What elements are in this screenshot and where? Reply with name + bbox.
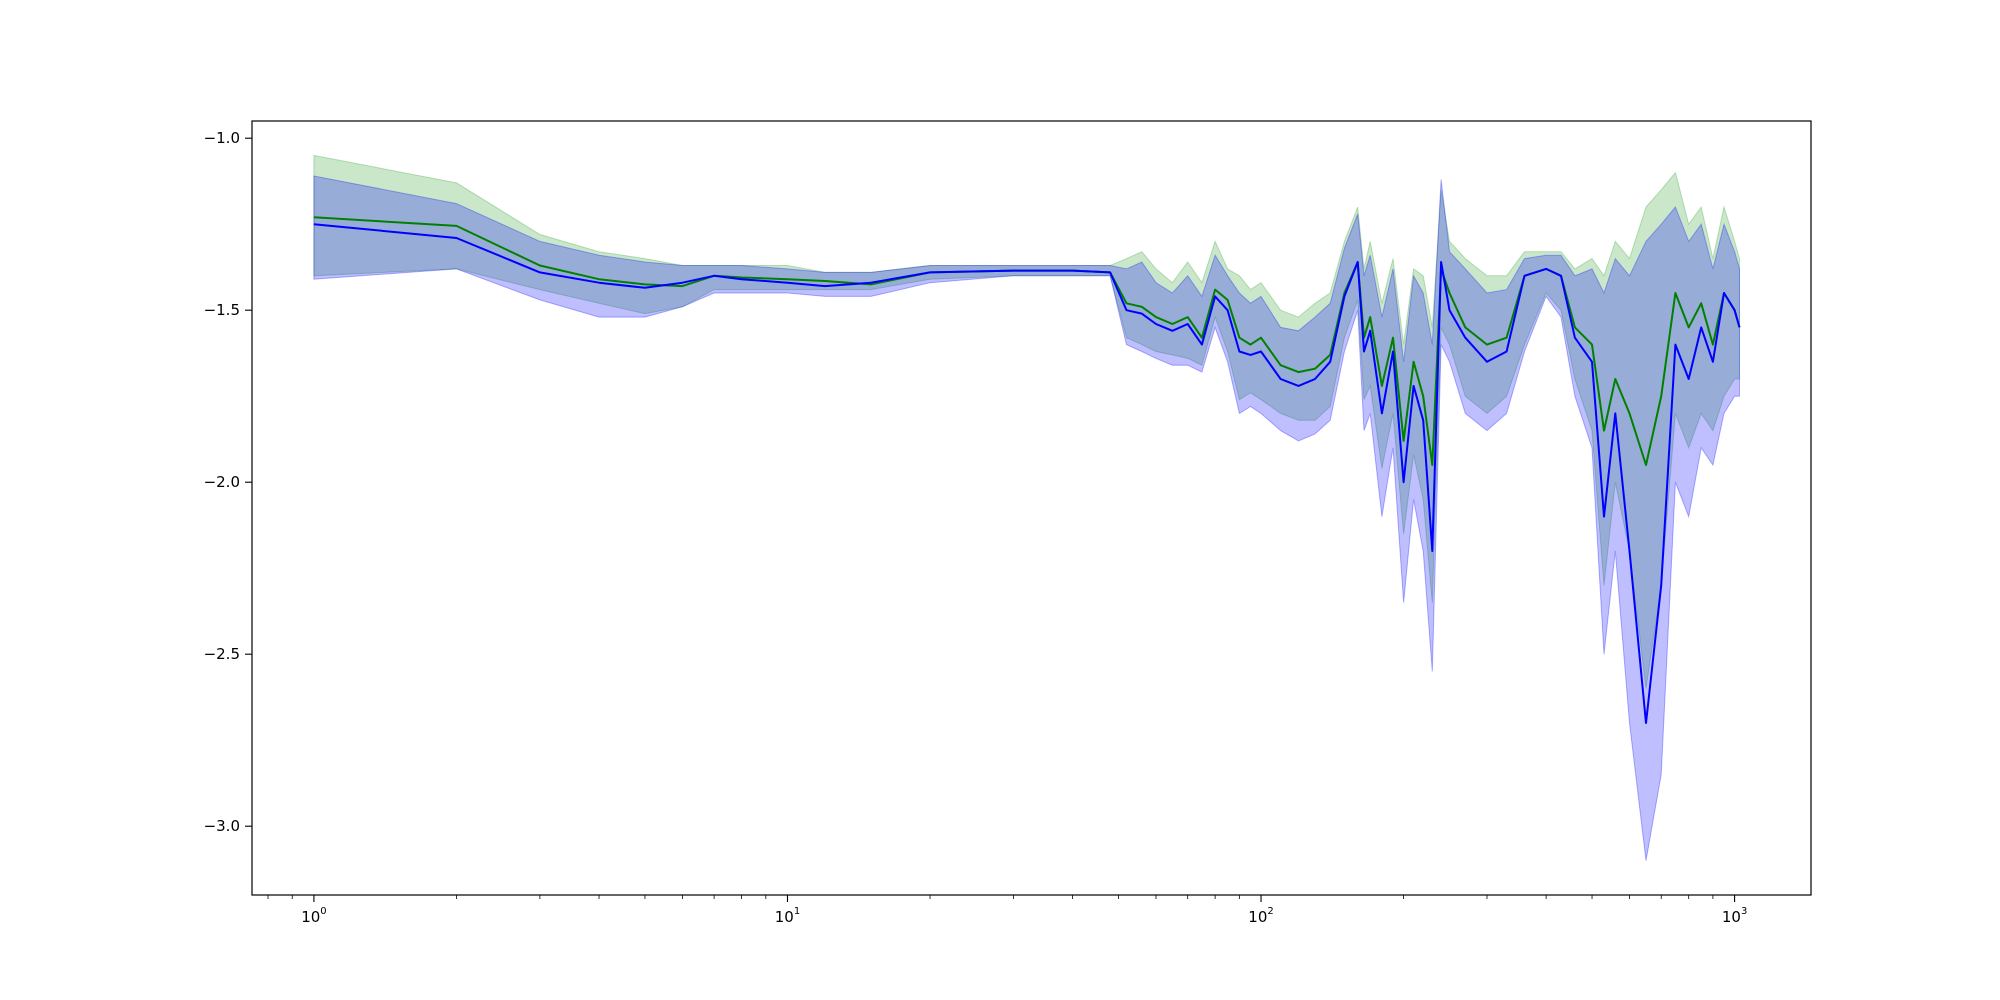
y-tick-label: −1.0	[204, 129, 240, 147]
y-tick-label: −2.5	[204, 645, 240, 663]
x-tick-label: 102	[1248, 906, 1273, 926]
y-tick-label: −2.0	[204, 473, 240, 491]
plot-area	[313, 154, 1741, 861]
series-lines	[313, 216, 1741, 724]
x-axis: 100 101 102 103	[267, 895, 1747, 926]
y-axis: −1.0 −1.5 −2.0 −2.5 −3.0	[204, 129, 252, 835]
axes-frame	[251, 120, 1812, 896]
x-tick-label: 100	[301, 906, 326, 926]
confidence-bands	[313, 154, 1740, 861]
confidence-band-2	[313, 175, 1740, 861]
confidence-band-1	[313, 154, 1740, 689]
x-tick-label: 103	[1722, 906, 1747, 926]
series-line-2	[313, 223, 1741, 724]
y-tick-label: −3.0	[204, 817, 240, 835]
x-tick-label: 101	[775, 906, 800, 926]
y-tick-label: −1.5	[204, 301, 240, 319]
